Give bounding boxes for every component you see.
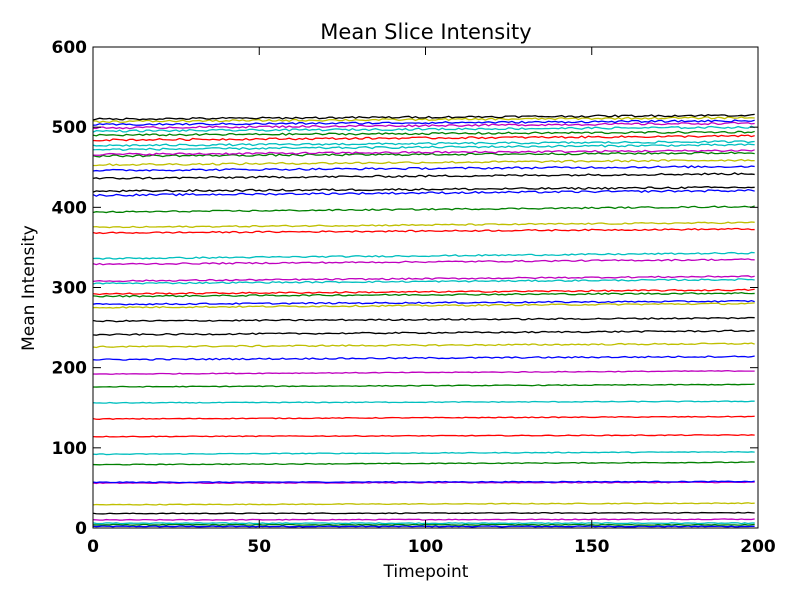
series-line-7	[92, 480, 755, 484]
series-line-35	[92, 151, 755, 158]
series-line-29	[92, 205, 755, 214]
series-line-38	[92, 140, 755, 147]
series-line-17	[92, 329, 755, 336]
series-line-14	[92, 370, 755, 375]
series-group	[92, 113, 755, 528]
series-line-34	[92, 158, 755, 167]
series-line-21	[92, 291, 755, 298]
y-tick-label-6: 600	[52, 38, 88, 58]
series-line-15	[92, 355, 755, 361]
series-line-9	[92, 451, 755, 456]
series-line-22	[92, 288, 755, 296]
x-axis-label: Timepoint	[383, 562, 469, 582]
series-line-13	[92, 383, 755, 388]
series-line-25	[92, 258, 755, 266]
series-line-36	[92, 149, 755, 156]
series-line-16	[92, 342, 755, 349]
y-tick-label-2: 200	[52, 359, 88, 379]
chart-title: Mean Slice Intensity	[320, 20, 531, 44]
series-line-5	[92, 502, 755, 506]
series-line-23	[92, 278, 755, 285]
y-tick-label-1: 100	[52, 439, 88, 459]
series-line-30	[92, 188, 755, 197]
series-line-28	[92, 221, 755, 229]
series-line-43	[92, 119, 755, 126]
series-line-20	[92, 299, 755, 306]
series-line-11	[92, 415, 755, 420]
series-line-12	[92, 400, 755, 404]
series-line-2	[92, 522, 755, 525]
series-line-45	[92, 113, 755, 121]
x-tick-label-4: 200	[740, 537, 776, 557]
series-line-24	[92, 275, 755, 283]
series-line-4	[92, 511, 755, 515]
series-line-3	[92, 518, 755, 521]
series-line-0	[92, 525, 755, 528]
series-line-39	[92, 134, 755, 142]
x-tick-label-1: 50	[247, 537, 271, 557]
series-line-18	[92, 316, 755, 323]
series-line-37	[92, 143, 755, 151]
series-line-42	[92, 121, 755, 130]
y-axis-label: Mean Intensity	[19, 225, 39, 351]
series-line-27	[92, 227, 755, 235]
series-line-1	[92, 523, 755, 526]
y-tick-label-5: 500	[52, 118, 88, 138]
series-line-19	[92, 302, 755, 309]
series-line-10	[92, 434, 755, 438]
series-line-41	[92, 125, 755, 133]
series-line-8	[92, 461, 755, 466]
series-line-44	[92, 116, 755, 124]
x-tick-label-0: 0	[87, 537, 99, 557]
y-tick-label-0: 0	[75, 519, 87, 539]
ticks-group: 0 50 100 150 200 0 100 200 300 400 500 600	[52, 38, 776, 557]
y-tick-label-3: 300	[52, 279, 88, 299]
series-line-31	[92, 186, 755, 193]
series-line-40	[92, 130, 755, 137]
x-tick-label-3: 150	[574, 537, 610, 557]
series-line-32	[92, 172, 755, 180]
series-line-26	[92, 251, 755, 260]
series-line-33	[92, 165, 755, 172]
x-tick-label-2: 100	[408, 537, 444, 557]
y-tick-label-4: 400	[52, 198, 88, 218]
